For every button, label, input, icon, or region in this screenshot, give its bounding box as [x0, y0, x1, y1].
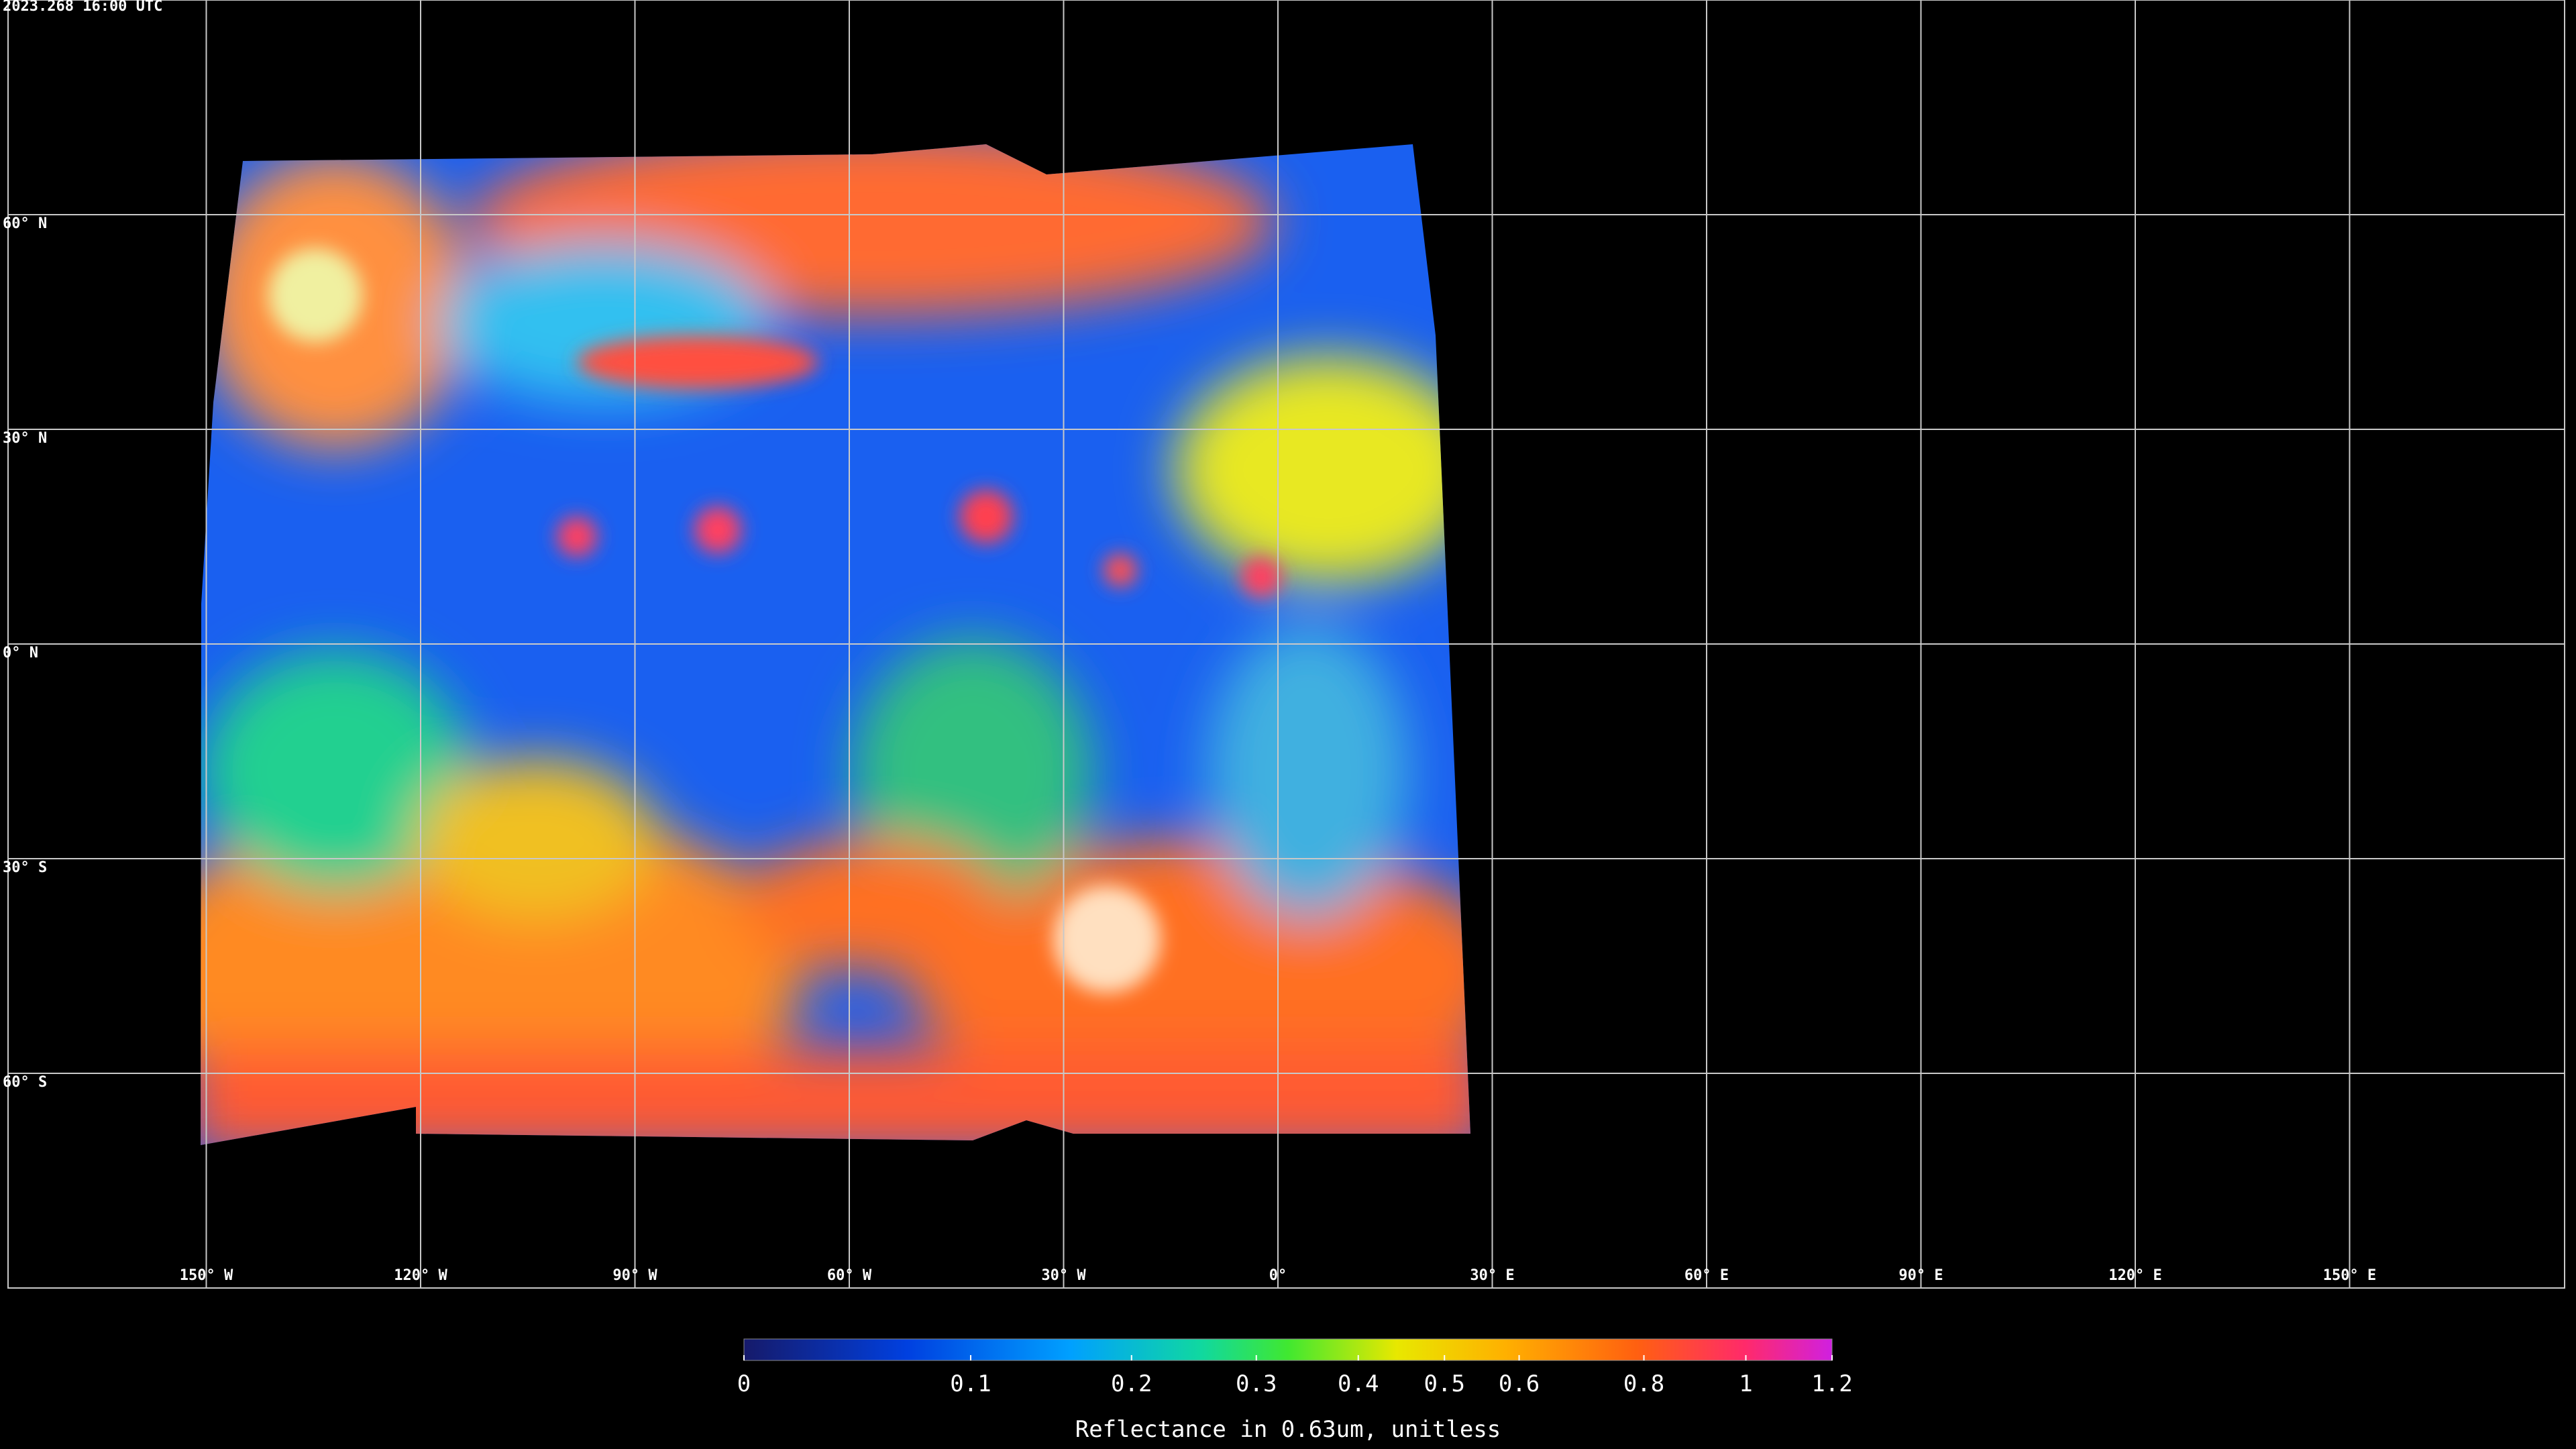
colorbar-tick-label: 0.5 — [1424, 1371, 1465, 1397]
lon-label: 150° W — [180, 1267, 233, 1284]
colorbar-tick-label: 0.2 — [1111, 1371, 1152, 1397]
colorbar-tick-label: 1 — [1739, 1371, 1752, 1397]
colorbar-tick-label: 0.4 — [1338, 1371, 1379, 1397]
lat-label: 60° S — [3, 1074, 47, 1091]
colorbar-label: Reflectance in 0.63um, unitless — [1075, 1416, 1501, 1443]
lon-label: 0° — [1269, 1267, 1287, 1284]
lon-label: 30° E — [1470, 1267, 1514, 1284]
timestamp: 2023.268 16:00 UTC — [3, 0, 162, 15]
lat-label: 30° N — [3, 430, 47, 447]
graticule — [8, 0, 2565, 1288]
lon-label: 120° W — [394, 1267, 447, 1284]
lat-label: 60° N — [3, 215, 47, 232]
colorbar-tick-label: 0.1 — [950, 1371, 991, 1397]
satellite-imagery — [201, 144, 1470, 1145]
map-frame — [7, 0, 2565, 1289]
lon-label: 60° E — [1684, 1267, 1729, 1284]
lat-label: 0° N — [3, 645, 38, 661]
lon-label: 90° E — [1898, 1267, 1943, 1284]
colorbar-tick-label: 1.2 — [1811, 1371, 1852, 1397]
colorbar — [743, 1338, 1833, 1361]
colorbar-tick-label: 0.6 — [1499, 1371, 1540, 1397]
lon-label: 90° W — [612, 1267, 657, 1284]
colorbar-tick-label: 0.3 — [1236, 1371, 1277, 1397]
lat-label: 30° S — [3, 859, 47, 876]
lon-label: 30° W — [1041, 1267, 1086, 1284]
lon-label: 150° E — [2323, 1267, 2376, 1284]
colorbar-tick-label: 0.8 — [1623, 1371, 1664, 1397]
lon-label: 120° E — [2108, 1267, 2161, 1284]
lon-label: 60° W — [827, 1267, 872, 1284]
colorbar-tick-label: 0 — [737, 1371, 751, 1397]
